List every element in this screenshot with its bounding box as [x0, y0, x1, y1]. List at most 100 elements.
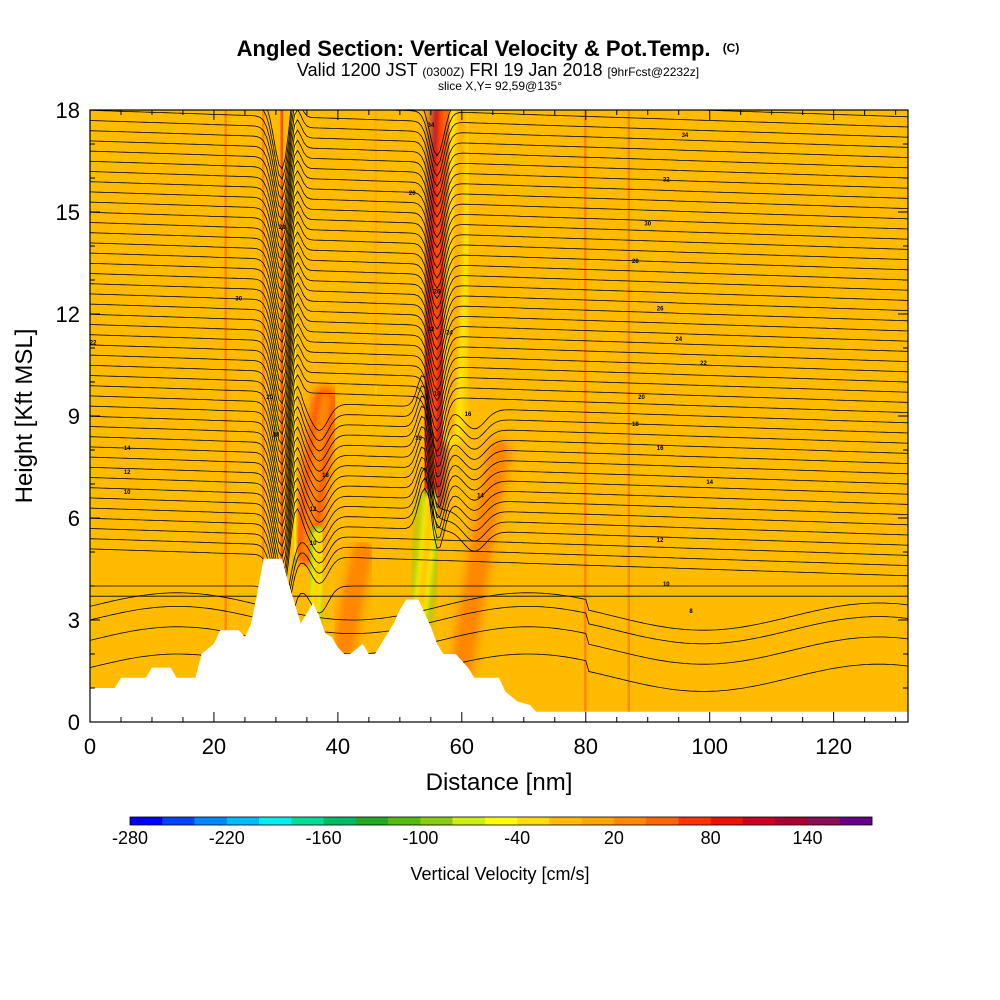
- x-tick-label: 80: [574, 734, 598, 759]
- contour-label: 16: [465, 412, 472, 418]
- colorbar-swatch: [484, 817, 518, 825]
- contour-label: 18: [322, 473, 329, 479]
- contour-label: 16: [657, 446, 664, 452]
- colorbar-swatch: [323, 817, 357, 825]
- contour-label: 26: [657, 307, 664, 313]
- chart-subtitle: Valid 1200 JST (0300Z) FRI 19 Jan 2018 […: [297, 60, 699, 80]
- contour-labels: 10 12 14 22 28 30 34 34 32 30 28 26 24 22 20 18 16 14 14 12…: [90, 123, 714, 615]
- colorbar-swatch: [807, 817, 841, 825]
- contour-line: [90, 466, 908, 568]
- contour-label: 14: [124, 446, 131, 452]
- contour-label: 30: [644, 222, 651, 228]
- contour-line: [90, 261, 908, 354]
- y-tick-label: 12: [56, 302, 80, 327]
- contour-line: [90, 538, 908, 621]
- velocity-field: [214, 110, 641, 720]
- colorbar-swatch: [130, 817, 163, 825]
- contour-label: 24: [446, 330, 453, 336]
- y-tick-label: 0: [68, 710, 80, 735]
- contour-line: [90, 149, 908, 242]
- down-band-5: [438, 110, 473, 444]
- contour-line: [90, 118, 908, 211]
- contour-label: 20: [409, 191, 416, 197]
- x-tick-label: 120: [815, 734, 852, 759]
- contour-line: [90, 395, 908, 497]
- colorbar-swatch: [678, 817, 711, 825]
- colorbar-swatch: [517, 817, 550, 825]
- contour-line: [90, 190, 908, 282]
- colorbar-tick-label: -280: [112, 828, 148, 848]
- contour-label: 22: [90, 341, 97, 347]
- contour-line: [90, 231, 908, 323]
- colorbar-swatch: [549, 817, 582, 825]
- contour-line: [90, 436, 908, 537]
- colorbar-swatch: [839, 817, 873, 825]
- contour-line: [90, 241, 908, 333]
- y-axis-ticks: 0 3 6 9 12 15 18: [56, 98, 908, 735]
- contour-label: 16: [415, 436, 422, 442]
- y-tick-label: 6: [68, 506, 80, 531]
- colorbar-swatch: [613, 817, 647, 825]
- contour-label: 18: [273, 432, 280, 438]
- contour-line: [90, 585, 908, 662]
- contour-label: 18: [632, 422, 639, 428]
- down-band-4: [364, 110, 388, 393]
- contour-label: 14: [706, 480, 713, 486]
- velocity-background: [90, 110, 908, 722]
- chart-title: Angled Section: Vertical Velocity & Pot.…: [237, 36, 740, 61]
- contour-line: [90, 363, 908, 456]
- up-band-stroke: [582, 110, 589, 711]
- contour-label: 30: [235, 296, 242, 302]
- colorbar-tick-label: -160: [306, 828, 342, 848]
- contour-line: [90, 312, 908, 405]
- colorbar-swatch: [291, 817, 324, 825]
- contour-label: 14: [477, 494, 484, 500]
- contour-line: [90, 251, 908, 344]
- colorbar-ticks: -280 -220 -160 -100 -40 20 80 140: [112, 828, 823, 848]
- contour-line: [90, 415, 908, 517]
- contour-label: 8: [689, 609, 693, 615]
- contour-label: 10: [310, 541, 317, 547]
- colorbar-tick-label: -100: [402, 828, 438, 848]
- y-tick-label: 18: [56, 98, 80, 123]
- contour-line: [90, 180, 908, 272]
- colorbar-swatch: [710, 817, 744, 825]
- contour-line: [90, 528, 908, 611]
- contour-line: [90, 456, 908, 558]
- colorbar-swatch: [388, 817, 421, 825]
- contour-line: [90, 353, 908, 446]
- contour-label: 12: [657, 538, 664, 544]
- colorbar-tick-label: -40: [504, 828, 530, 848]
- colorbar-tick-label: -220: [209, 828, 245, 848]
- contour-line: [90, 373, 908, 466]
- contour-label: 10: [124, 490, 131, 496]
- colorbar-tick-label: 80: [701, 828, 721, 848]
- up-band-4: [573, 110, 597, 720]
- contour-line: [90, 159, 908, 252]
- contour-line: [90, 271, 908, 364]
- terrain: [90, 558, 908, 722]
- contour-label: 34: [682, 133, 689, 139]
- down-band-stroke: [446, 110, 465, 436]
- contour-label: 10: [663, 582, 670, 588]
- colorbar-swatch: [226, 817, 260, 825]
- contour-line: [90, 548, 908, 631]
- contour-line: [90, 467, 908, 578]
- x-tick-label: 40: [326, 734, 350, 759]
- x-tick-label: 20: [202, 734, 226, 759]
- contour-line: [90, 220, 908, 313]
- up-band-5: [333, 541, 374, 659]
- contour-line: [90, 606, 908, 645]
- contour-line: [90, 385, 908, 486]
- down-band-3: [407, 490, 442, 631]
- y-tick-label: 15: [56, 200, 80, 225]
- colorbar-swatch: [162, 817, 195, 825]
- colorbar-swatch: [452, 817, 486, 825]
- colorbar-swatch: [775, 817, 808, 825]
- contour-line: [90, 139, 908, 231]
- colorbar-tick-label: 140: [792, 828, 822, 848]
- up-band-stroke: [459, 447, 502, 671]
- up-band-3: [214, 110, 238, 648]
- colorbar-swatch: [355, 817, 389, 825]
